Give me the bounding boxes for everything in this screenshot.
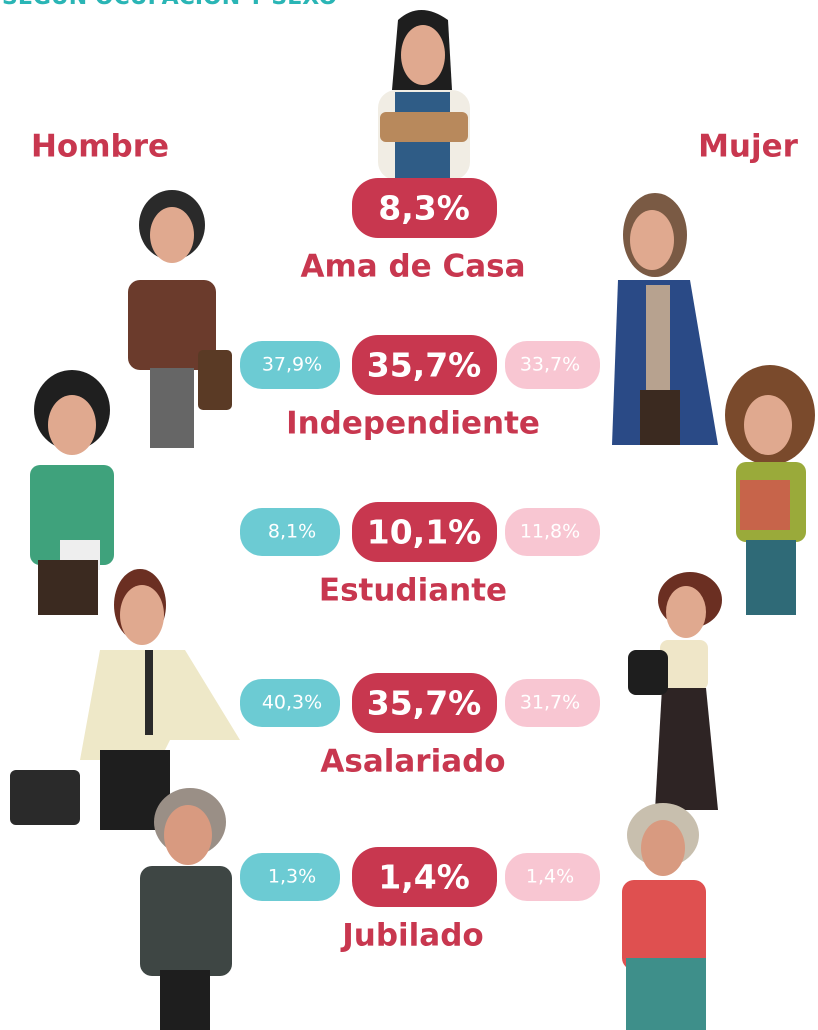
female-value: 1,4% — [526, 866, 574, 888]
occupation-label: Independiente — [286, 406, 540, 442]
occupation-label: Jubilado — [340, 918, 483, 954]
total-value: 35,7% — [367, 346, 482, 385]
female-value: 33,7% — [520, 354, 580, 376]
occupation-label: Asalariado — [320, 744, 505, 780]
male-value: 40,3% — [262, 692, 322, 714]
male-value: 1,3% — [268, 866, 316, 888]
title: SEGÚN OCUPACIÓN Y SEXO — [2, 0, 337, 10]
male-value: 8,1% — [268, 521, 316, 543]
right-heading: Mujer — [698, 129, 799, 165]
left-heading: Hombre — [31, 129, 169, 165]
occupation-label: Ama de Casa — [300, 249, 525, 285]
total-value: 35,7% — [367, 684, 482, 723]
male-value: 37,9% — [262, 354, 322, 376]
female-value: 31,7% — [520, 692, 580, 714]
occupation-label: Estudiante — [319, 573, 507, 609]
infographic: SEGÚN OCUPACIÓN Y SEXO Hombre Mujer 8,3%… — [0, 0, 818, 1030]
total-value: 1,4% — [378, 858, 470, 897]
labels: SEGÚN OCUPACIÓN Y SEXO Hombre Mujer 8,3%… — [0, 0, 818, 1030]
total-value: 8,3% — [378, 189, 470, 228]
total-value: 10,1% — [367, 513, 482, 552]
female-value: 11,8% — [520, 521, 580, 543]
